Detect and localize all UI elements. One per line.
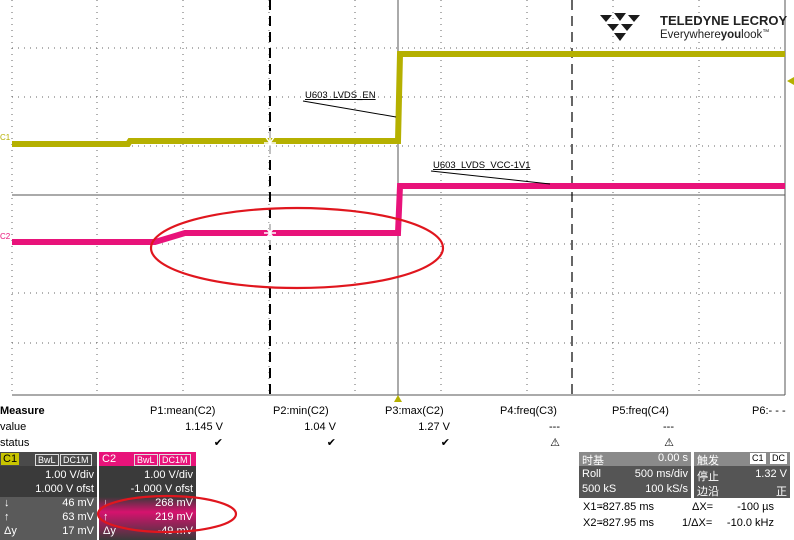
measure-value-p4: --- [549,421,560,433]
annotation-c2-leader [430,170,551,185]
cursor-x1-label: X1= [583,501,603,513]
measure-param-p4[interactable]: P4:freq(C3) [500,405,557,417]
c1-cursor-1-icon: ↓ [4,497,10,509]
measure-value-p1: 1.145 V [185,421,223,433]
measure-status-p4: ⚠ [550,437,560,449]
timebase-tdiv: 500 ms/div [634,468,688,480]
c2-vdiv: 1.00 V/div [144,469,193,481]
measure-status-label: status [0,437,30,449]
c2-cursor-1-value: 268 mV [155,497,193,509]
trigger-title: 触发 [697,455,719,467]
measure-param-p6[interactable]: P6:- - - [752,405,786,417]
timebase-mode: Roll [582,468,601,480]
c2-delta-icon: Δy [103,525,116,537]
c1-cursor-1-value: 46 mV [62,497,94,509]
timebase-rate: 100 kS/s [645,483,688,495]
trigger-source-badge: C1 [750,453,766,464]
waveform-display[interactable]: U603_LVDS_EN U603_LVDS_VCC-1V1 C1 C2 TEL… [0,0,794,402]
annotation-c2: U603_LVDS_VCC-1V1 [433,160,531,171]
cursor-marker-c2 [264,221,276,245]
c1-tag: C1 [1,453,20,465]
timebase-title: 时基 [582,455,604,467]
trigger-level: 1.32 V [755,468,787,480]
measure-status-p1: ✔ [213,437,223,449]
trigger-slope: 正 [776,486,787,498]
c1-cursor-2-value: 63 mV [62,511,94,523]
measure-param-p5[interactable]: P5:freq(C4) [612,405,669,417]
brand-name: TELEDYNE LECROY [660,13,787,28]
c2-cursor-2-value: 219 mV [155,511,193,523]
cursor-inv-value: -10.0 kHz [726,517,774,529]
c2-label: C2 [0,232,11,241]
cursor-x2-label: X2= [583,517,603,529]
measure-status-p5: ⚠ [664,437,674,449]
trigger-panel[interactable]: 触发 C1 DC 停止 1.32 V 边沿 正 [694,452,790,498]
annotation-c1-leader [302,100,397,118]
annotation-c1: U603_LVDS_EN [305,90,376,101]
trigger-position-marker[interactable] [394,395,402,402]
c2-tag: C2 [102,453,117,465]
timebase-panel[interactable]: 时基 0.00 s Roll 500 ms/div 500 kS 100 kS/… [579,452,691,498]
measure-param-p1[interactable]: P1:mean(C2) [150,405,216,417]
c2-bandwidth-badge: BwL [134,454,158,466]
measure-param-p2[interactable]: P2:min(C2) [273,405,329,417]
c2-offset: -1.000 V ofst [130,483,193,495]
trigger-coupling-badge: DC [770,453,787,464]
c2-trace [12,183,785,245]
measure-value-p2: 1.04 V [304,421,336,433]
c1-vdiv: 1.00 V/div [45,469,94,481]
c1-delta-icon: Δy [4,525,17,537]
c2-coupling-badge: DC1M [159,454,191,466]
measure-heading: Measure [0,405,45,417]
c2-cursor-1-icon: ↓ [103,497,109,509]
c1-trace [12,51,785,147]
cursor-dx-value: -100 µs [737,501,774,513]
c2-cursor-2-icon: ↑ [103,511,109,523]
cursor-inv-label: 1/ΔX= [682,517,713,529]
trigger-level-marker[interactable] [787,77,794,85]
c1-label: C1 [0,133,11,142]
measure-value-p3: 1.27 V [418,421,450,433]
c1-cursor-2-icon: ↑ [4,511,10,523]
cursor-marker-c1 [264,131,276,155]
cursor-x2-value: -827.95 ms [598,517,654,529]
highlight-ellipse-values [96,494,238,534]
measure-status-p3: ✔ [440,437,450,449]
trigger-state: 停止 [697,471,719,483]
cursor-dx-label: ΔX= [692,501,714,513]
c1-coupling-badge: DC1M [60,454,92,466]
teledyne-logo-icon [600,13,640,41]
timebase-samples: 500 kS [582,483,617,495]
trigger-edge-label: 边沿 [697,486,719,498]
measure-param-p3[interactable]: P3:max(C2) [385,405,444,417]
c1-offset: 1.000 V ofst [35,483,94,495]
measure-value-label: value [0,421,27,433]
highlight-ellipse [149,206,445,290]
c1-bandwidth-badge: BwL [35,454,59,466]
measure-status-p2: ✔ [326,437,336,449]
cursor-x1-value: -827.85 ms [598,501,654,513]
c1-delta-value: 17 mV [62,525,94,537]
measure-value-p5: --- [663,421,674,433]
c1-channel-panel[interactable]: C1 BwL DC1M 1.00 V/div 1.000 V ofst ↓ 46… [0,452,97,540]
brand-tagline: Everywhereyoulook™ [660,29,769,41]
timebase-delay: 0.00 s [658,452,688,464]
